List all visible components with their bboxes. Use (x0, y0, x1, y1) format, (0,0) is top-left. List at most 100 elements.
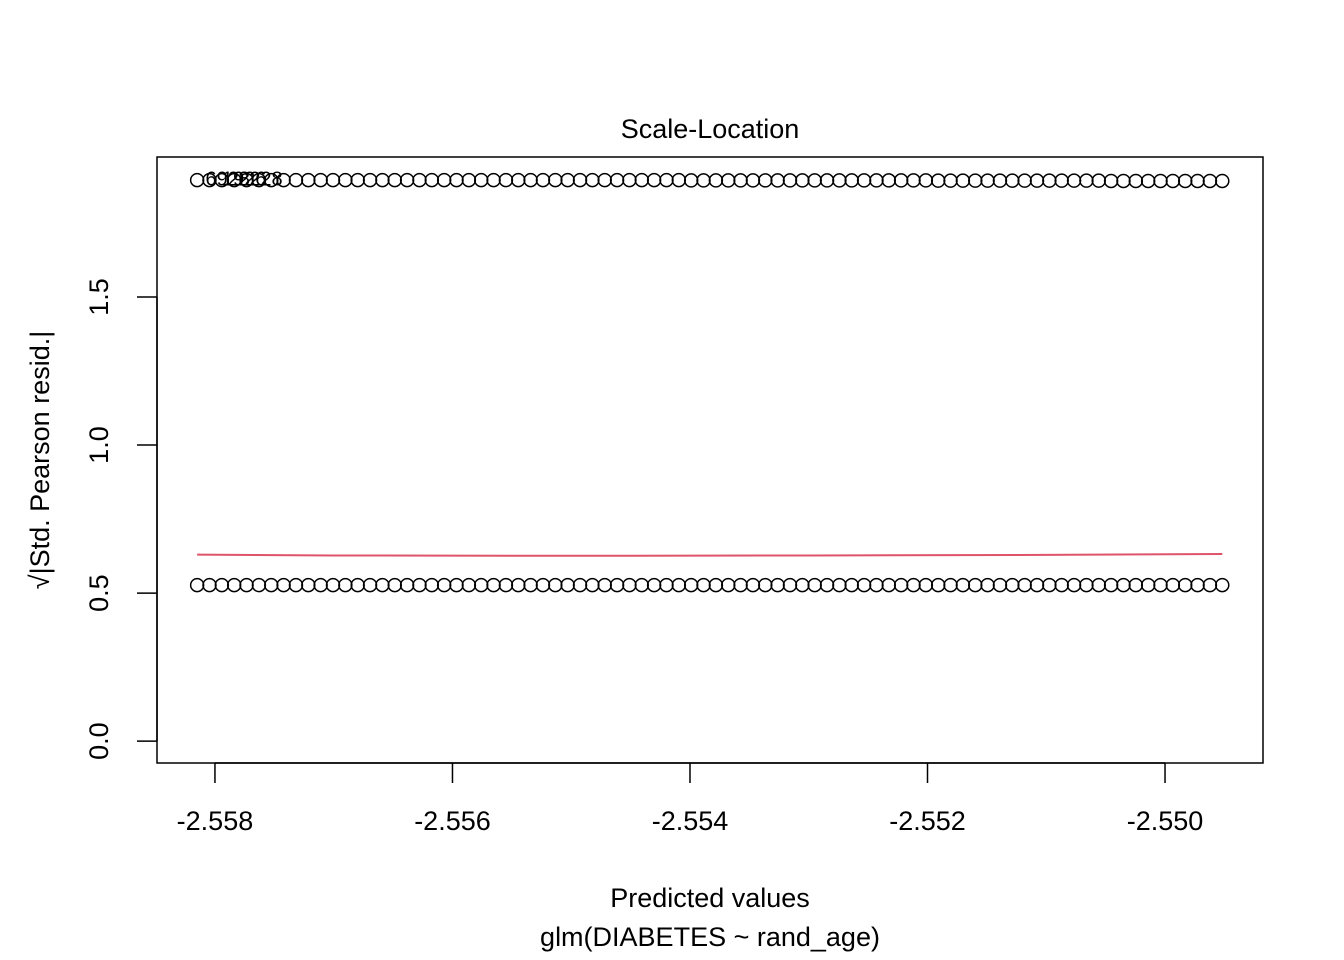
point (387, 577, 403, 593)
point (869, 173, 884, 188)
point (1202, 577, 1218, 593)
point (1029, 577, 1045, 593)
point (560, 172, 575, 188)
point (523, 172, 538, 188)
point (597, 172, 612, 188)
point (1190, 577, 1205, 593)
point (745, 173, 761, 188)
y-tick-label: 1.5 (84, 278, 114, 316)
point (375, 172, 390, 188)
point (1091, 173, 1107, 188)
point (659, 577, 674, 593)
point (795, 577, 810, 593)
point (893, 577, 909, 593)
point (1042, 173, 1057, 188)
point (461, 172, 477, 188)
point (967, 173, 983, 188)
point (1017, 173, 1032, 188)
point (708, 577, 724, 593)
point-label: 2228 (238, 168, 283, 190)
point (1215, 577, 1230, 593)
point (424, 172, 440, 188)
point (943, 173, 958, 188)
point (1153, 173, 1168, 189)
point (473, 172, 489, 188)
point (486, 172, 501, 188)
point (511, 577, 526, 593)
point (1054, 577, 1069, 593)
point (301, 172, 316, 188)
point (770, 173, 785, 188)
point (498, 172, 514, 188)
point (572, 577, 588, 593)
point (375, 577, 390, 593)
point (523, 577, 538, 593)
point (350, 172, 365, 188)
point (313, 577, 328, 593)
point (511, 172, 526, 188)
point (770, 577, 785, 593)
point (807, 577, 822, 593)
point (202, 577, 217, 593)
point (832, 173, 847, 188)
point (609, 172, 625, 188)
point (758, 577, 773, 593)
point (893, 173, 909, 188)
point (720, 577, 736, 593)
plot-box (156, 156, 1264, 764)
x-tick-label: -2.558 (177, 806, 254, 836)
subtitle: glm(DIABETES ~ rand_age) (540, 922, 880, 952)
point (869, 577, 884, 593)
point (943, 577, 958, 593)
point (1165, 173, 1181, 189)
point (646, 577, 662, 593)
point (325, 172, 341, 188)
point (1215, 173, 1230, 189)
point (881, 173, 897, 188)
point (263, 577, 279, 593)
point (560, 577, 575, 593)
point (1116, 577, 1131, 593)
point (362, 172, 378, 188)
point (449, 577, 464, 593)
point (634, 577, 650, 593)
chart-title: Scale-Location (621, 114, 800, 144)
point (1005, 173, 1020, 188)
point (189, 577, 205, 593)
point (1079, 577, 1094, 593)
point (548, 577, 563, 593)
point (782, 577, 798, 593)
point (288, 577, 304, 593)
point (1190, 173, 1205, 189)
point (1165, 577, 1181, 593)
point (535, 577, 551, 593)
point (1153, 577, 1168, 593)
point (412, 577, 427, 593)
point (1140, 173, 1156, 189)
point (461, 577, 477, 593)
point (1177, 173, 1193, 189)
point (350, 577, 365, 593)
point (733, 173, 748, 188)
point (214, 577, 230, 593)
point (720, 173, 736, 188)
point (338, 172, 353, 188)
point (313, 172, 328, 188)
point (1066, 173, 1082, 188)
x-tick-label: -2.556 (414, 806, 491, 836)
point (832, 577, 847, 593)
point (795, 173, 810, 188)
point (1140, 577, 1156, 593)
point (856, 173, 872, 188)
point (1202, 173, 1218, 189)
point (992, 173, 1008, 188)
point (819, 173, 835, 188)
point (548, 172, 563, 188)
point (671, 172, 687, 188)
point-label: 1926 (222, 168, 267, 190)
point (696, 173, 711, 188)
y-tick-label: 0.5 (84, 574, 114, 612)
point-label: 6928 (205, 168, 250, 190)
x-axis-label: Predicted values (610, 883, 810, 913)
